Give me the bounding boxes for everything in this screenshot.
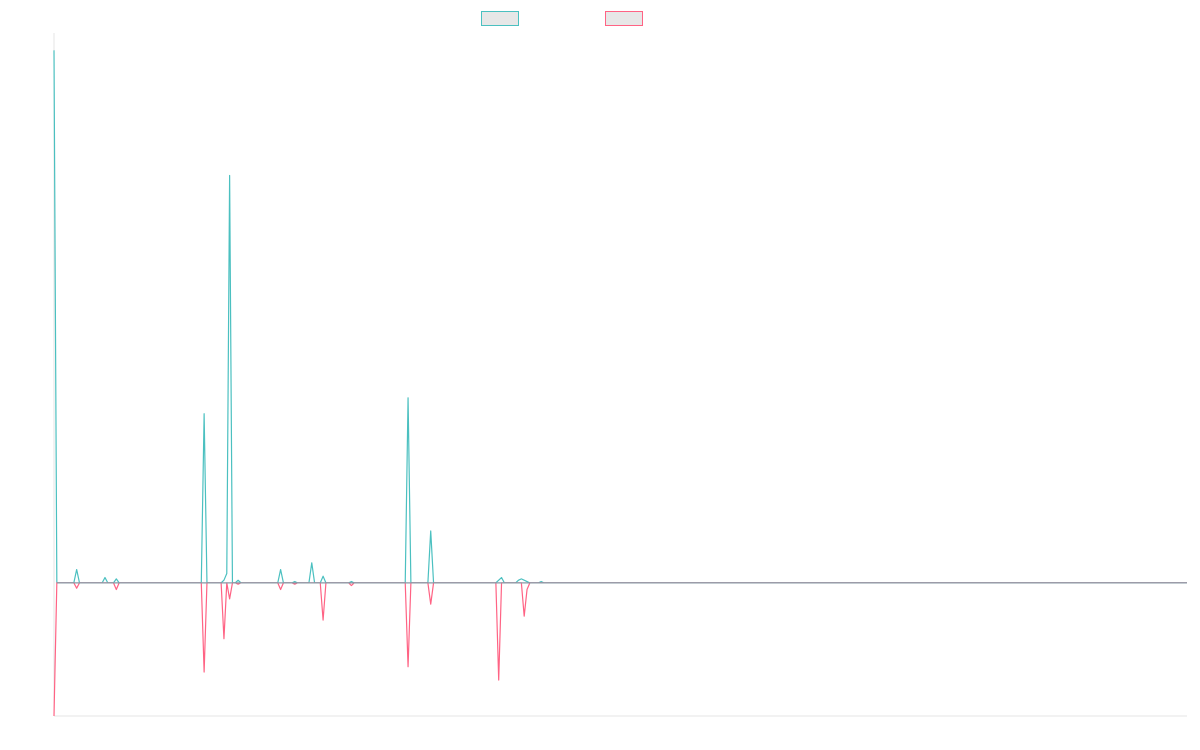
- legend-swatch-series-1: [481, 10, 519, 26]
- legend-item-series-2[interactable]: [605, 9, 649, 27]
- legend-swatch-series-2: [605, 10, 643, 26]
- chart-legend: [0, 9, 1200, 27]
- series-1-line: [53, 50, 1187, 584]
- series-2-line: [53, 582, 1187, 717]
- legend-item-series-1[interactable]: [481, 9, 525, 27]
